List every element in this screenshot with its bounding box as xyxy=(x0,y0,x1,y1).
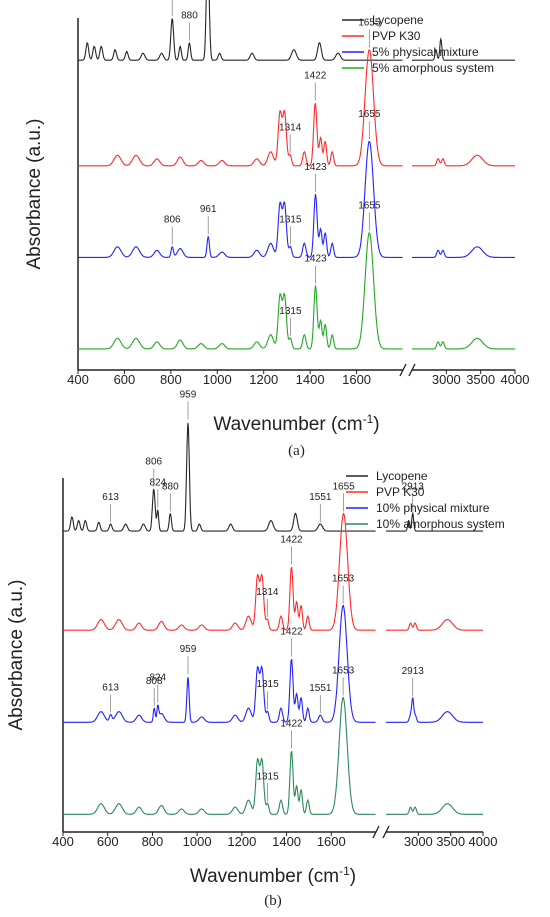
peak-label: 959 xyxy=(180,644,197,655)
chart-panel-0: 400 600 800 1000 1200 1400 1600 3000 3500 4000 Wav… xyxy=(24,0,529,459)
peak-label: 1422 xyxy=(304,70,327,81)
chart-panel-1: 400 600 800 1000 1200 1400 1600 3000 3500 4000 Wav… xyxy=(6,389,505,909)
peak-label: 1423 xyxy=(304,253,327,264)
peak-label: 1551 xyxy=(309,683,332,694)
peak-label: 806 xyxy=(164,215,181,226)
peak-label: 806 xyxy=(145,457,162,468)
x-tick-label: 1400 xyxy=(296,372,325,387)
peak-label: 613 xyxy=(102,492,119,503)
peak-label: 1423 xyxy=(304,162,327,173)
peak-label: 1314 xyxy=(256,587,279,598)
peak-label: 880 xyxy=(162,481,179,492)
series-line xyxy=(63,604,376,723)
series-line xyxy=(63,696,376,815)
peak-label: 2913 xyxy=(402,481,425,492)
x-tick-label: 1600 xyxy=(317,834,346,849)
peak-label: 1315 xyxy=(256,679,279,690)
x-tick-label: 1400 xyxy=(272,834,301,849)
peak-label: 959 xyxy=(180,389,197,400)
x-tick-label: 400 xyxy=(67,372,89,387)
peak-label: 1655 xyxy=(358,109,381,120)
legend-label: 5% physical mixture xyxy=(372,45,479,59)
legend-label: 10% amorphous system xyxy=(376,517,505,531)
peak-label: 613 xyxy=(102,682,119,693)
series-line xyxy=(386,803,483,815)
x-tick-label: 1600 xyxy=(342,372,371,387)
peak-label: 824 xyxy=(149,672,166,683)
legend-label: PVP K30 xyxy=(376,485,425,499)
legend-label: 5% amorphous system xyxy=(372,61,494,75)
peak-label: 1315 xyxy=(279,214,302,225)
peak-label: 1653 xyxy=(332,665,355,676)
series-line xyxy=(412,246,515,258)
series-line xyxy=(386,696,483,723)
peak-label: 880 xyxy=(181,11,198,22)
x-tick-label: 3000 xyxy=(404,834,433,849)
x-tick-label: 600 xyxy=(97,834,119,849)
x-tick-label: 600 xyxy=(114,372,136,387)
legend-label: PVP K30 xyxy=(372,29,421,43)
x-tick-label: 400 xyxy=(52,834,74,849)
peak-label: 808 xyxy=(146,676,163,687)
series-line xyxy=(386,619,483,631)
peak-label: 2913 xyxy=(402,666,425,677)
peak-label: 1551 xyxy=(309,492,332,503)
series-line xyxy=(78,0,403,61)
peak-label: 1655 xyxy=(358,201,381,212)
legend-label: 10% physical mixture xyxy=(376,501,490,515)
series-line xyxy=(63,422,376,532)
x-tick-label: 3500 xyxy=(436,834,465,849)
series-line xyxy=(78,140,403,258)
legend-label: Lycopene xyxy=(372,13,424,27)
peak-label: 1315 xyxy=(256,771,279,782)
y-axis-label: Absorbance (a.u.) xyxy=(24,118,45,269)
axis-break-mark xyxy=(372,825,380,839)
x-tick-label: 1000 xyxy=(183,834,212,849)
x-tick-label: 1000 xyxy=(203,372,232,387)
series-line xyxy=(63,512,376,631)
x-tick-label: 4000 xyxy=(469,834,498,849)
x-tick-label: 1200 xyxy=(227,834,256,849)
peak-label: 1315 xyxy=(279,306,302,317)
series-line xyxy=(412,37,515,61)
series-line xyxy=(386,511,483,532)
peak-label: 1422 xyxy=(280,719,303,730)
x-tick-label: 800 xyxy=(160,372,182,387)
figure-caption: (b) xyxy=(264,893,282,909)
x-tick-label: 800 xyxy=(142,834,164,849)
peak-label: 961 xyxy=(200,204,217,215)
peak-label: 1314 xyxy=(279,123,302,134)
x-tick-label: 3500 xyxy=(466,372,495,387)
y-axis-label: Absorbance (a.u.) xyxy=(6,579,27,730)
series-line xyxy=(78,48,403,167)
x-tick-label: 3000 xyxy=(432,372,461,387)
series-line xyxy=(412,337,515,350)
figure-caption: (a) xyxy=(288,443,305,459)
axis-break-mark xyxy=(399,363,407,377)
series-line xyxy=(412,154,515,167)
legend-label: Lycopene xyxy=(376,469,428,483)
peak-label: 1653 xyxy=(332,573,355,584)
x-axis-label: Wavenumber (cm-1) xyxy=(213,412,379,435)
peak-label: 1422 xyxy=(280,534,303,545)
x-tick-label: 1200 xyxy=(249,372,278,387)
peak-label: 1655 xyxy=(358,18,381,29)
axis-break-mark xyxy=(382,825,390,839)
peak-label: 1655 xyxy=(332,481,355,492)
axis-break-mark xyxy=(408,363,416,377)
peak-label: 824 xyxy=(149,477,166,488)
x-axis-label: Wavenumber (cm-1) xyxy=(190,864,356,887)
x-tick-label: 4000 xyxy=(501,372,530,387)
peak-label: 1422 xyxy=(280,627,303,638)
series-line xyxy=(78,231,403,350)
